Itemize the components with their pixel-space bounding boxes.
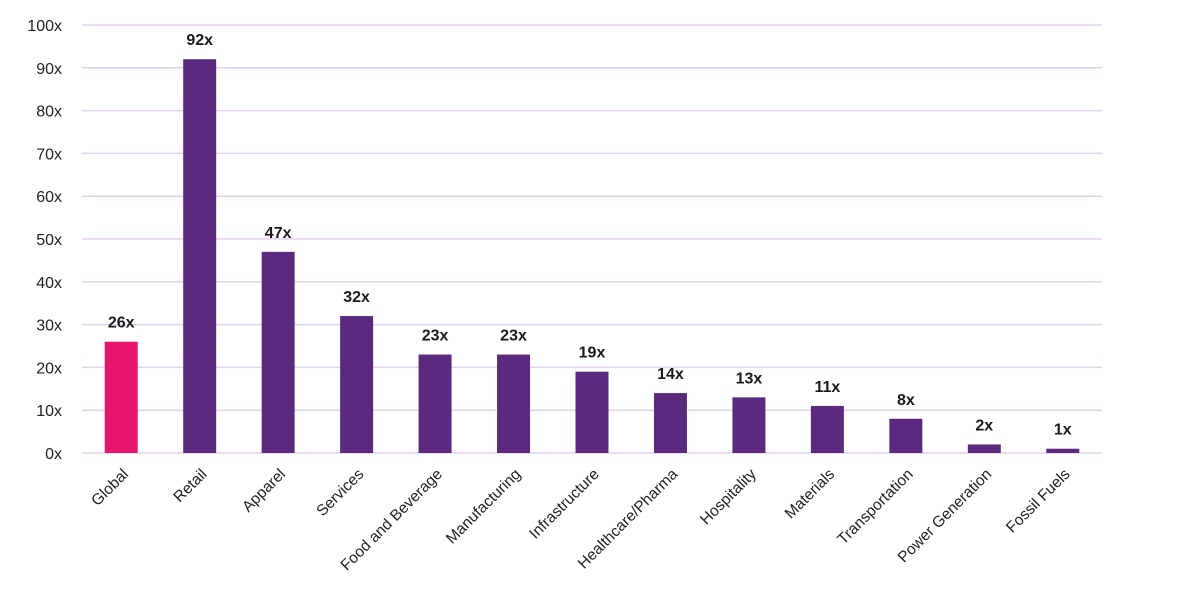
x-category-label: Global <box>88 466 132 510</box>
x-category-label: Transportation <box>834 466 916 548</box>
bar-food-and-beverage <box>418 354 452 453</box>
data-label: 1x <box>1054 422 1072 439</box>
y-tick-label: 40x <box>36 275 62 292</box>
data-label: 11x <box>814 379 840 396</box>
bar-infrastructure <box>575 371 609 453</box>
bar-fossil-fuels <box>1046 448 1080 453</box>
data-label: 2x <box>975 417 993 434</box>
y-tick-label: 20x <box>36 360 62 377</box>
y-tick-label: 90x <box>36 61 62 78</box>
x-category-label: Apparel <box>239 466 289 516</box>
y-tick-label: 60x <box>36 189 62 206</box>
x-category-label: Infrastructure <box>526 466 603 543</box>
y-axis-tick-labels: 0x 10x 20x 30x 40x 50x 60x 70x 80x 90x 100x <box>27 18 62 463</box>
data-label: 47x <box>265 225 292 242</box>
y-tick-label: 80x <box>36 104 62 121</box>
bar-apparel <box>261 251 295 453</box>
bar-healthcare-pharma <box>653 393 687 453</box>
data-labels: 26x 92x 47x 32x 23x 23x 19x 14x 13x 11x 8x 2x 1x <box>108 32 1072 438</box>
bar-power-generation <box>967 444 1001 453</box>
data-label: 8x <box>897 392 915 409</box>
y-tick-label: 30x <box>36 318 62 335</box>
data-label: 13x <box>736 370 763 387</box>
data-label: 92x <box>186 32 213 49</box>
bars <box>104 59 1080 454</box>
x-category-label: Retail <box>170 466 210 506</box>
data-label: 19x <box>579 345 606 362</box>
x-category-label: Fossil Fuels <box>1003 466 1074 537</box>
bar-retail <box>183 59 217 454</box>
data-label: 23x <box>422 328 449 345</box>
x-category-label: Services <box>313 466 367 520</box>
bar-global <box>104 341 138 453</box>
x-category-label: Manufacturing <box>443 466 524 547</box>
data-label: 32x <box>343 289 370 306</box>
y-tick-label: 70x <box>36 146 62 163</box>
y-tick-label: 0x <box>45 446 62 463</box>
bar-hospitality <box>732 397 766 453</box>
bar-materials <box>810 405 844 453</box>
bar-transportation <box>889 418 923 453</box>
y-tick-label: 50x <box>36 232 62 249</box>
data-label: 23x <box>500 328 527 345</box>
bar-manufacturing <box>497 354 531 453</box>
data-label: 14x <box>657 366 684 383</box>
data-label: 26x <box>108 315 135 332</box>
gridlines <box>82 24 1102 454</box>
y-tick-label: 10x <box>36 403 62 420</box>
x-category-label: Hospitality <box>697 466 760 529</box>
x-category-label: Materials <box>782 466 839 523</box>
bar-services <box>340 316 374 453</box>
y-tick-label: 100x <box>27 18 62 35</box>
